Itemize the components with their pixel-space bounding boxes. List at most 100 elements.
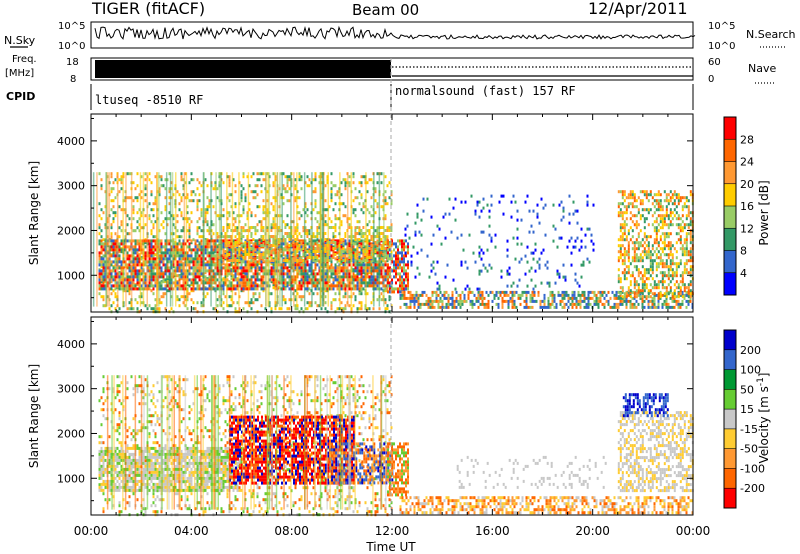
data-cell [230, 242, 233, 246]
data-cell [272, 208, 275, 212]
data-cell [150, 260, 153, 264]
data-cell [110, 272, 113, 276]
data-cell [228, 235, 231, 238]
data-cell [621, 244, 624, 248]
data-cell [352, 284, 355, 288]
data-cell [354, 253, 357, 256]
data-cell [627, 241, 630, 245]
data-cell [144, 260, 147, 264]
data-cell [114, 239, 117, 243]
data-cell [641, 244, 644, 248]
data-cell [234, 229, 237, 232]
data-cell [340, 223, 343, 227]
data-cell [395, 254, 397, 258]
data-cell [589, 296, 592, 300]
data-cell [298, 272, 301, 276]
data-cell [240, 235, 243, 239]
data-cell [240, 190, 243, 194]
data-cell [230, 281, 233, 285]
data-cell [240, 242, 243, 246]
data-cell [635, 253, 638, 257]
data-cell [150, 242, 153, 246]
data-cell [128, 196, 131, 200]
data-cell [459, 305, 462, 309]
data-cell [178, 239, 181, 243]
data-cell [176, 298, 179, 302]
data-cell [224, 250, 227, 253]
data-cell [208, 239, 211, 243]
data-cell [118, 275, 121, 279]
data-cell [376, 278, 379, 282]
data-cell [451, 290, 454, 294]
data-cell [248, 253, 251, 256]
data-cell [663, 293, 666, 297]
data-cell [342, 259, 345, 262]
data-cell [260, 251, 263, 255]
data-cell [352, 172, 355, 176]
data-cell [136, 301, 139, 305]
data-cell [505, 293, 508, 297]
data-cell [316, 239, 319, 243]
data-cell [627, 247, 630, 251]
data-cell [334, 226, 337, 229]
data-cell [348, 253, 351, 257]
data-cell [441, 302, 444, 306]
data-cell [326, 244, 329, 247]
data-cell [200, 301, 203, 305]
data-cell [184, 298, 187, 302]
data-cell [252, 250, 255, 253]
data-cell [286, 184, 289, 188]
data-cell [152, 287, 155, 291]
data-cell [362, 248, 365, 252]
data-cell [352, 199, 355, 203]
data-cell [354, 263, 357, 267]
data-cell [354, 275, 357, 279]
data-cell [621, 262, 624, 266]
data-cell [222, 266, 225, 270]
data-cell [294, 199, 297, 203]
data-cell [260, 287, 263, 291]
data-cell [397, 251, 399, 255]
data-cell [212, 232, 215, 236]
data-cell [376, 272, 379, 276]
data-cell [168, 281, 171, 285]
data-cell [623, 193, 626, 197]
data-cell [138, 229, 141, 233]
data-cell [240, 229, 243, 232]
data-cell [286, 245, 289, 249]
data-cell [126, 223, 129, 227]
data-cell [300, 239, 303, 243]
data-cell [244, 239, 247, 243]
data-cell [208, 284, 211, 288]
data-cell [413, 293, 416, 297]
data-cell [449, 302, 452, 306]
data-cell [288, 199, 291, 203]
data-cell [236, 244, 239, 247]
data-cell [288, 298, 291, 302]
data-cell [380, 281, 383, 285]
data-cell [270, 235, 273, 238]
data-cell [242, 307, 245, 311]
data-cell [206, 184, 209, 188]
data-cell [415, 299, 418, 303]
data-cell [140, 245, 143, 249]
data-cell [633, 196, 636, 200]
data-cell [617, 274, 620, 278]
data-cell [294, 275, 297, 279]
data-cell [633, 256, 636, 260]
data-cell [178, 304, 181, 308]
data-cell [308, 269, 311, 273]
data-cell [254, 239, 257, 243]
data-cell [595, 296, 598, 300]
data-cell [300, 266, 303, 270]
data-cell [172, 242, 175, 246]
data-cell [314, 199, 317, 203]
data-cell [390, 223, 393, 227]
data-cell [380, 298, 383, 302]
data-cell [252, 259, 255, 262]
data-cell [118, 242, 121, 246]
data-cell [272, 275, 275, 279]
data-cell [679, 302, 682, 306]
data-cell [120, 178, 123, 182]
data-cell [246, 275, 249, 279]
